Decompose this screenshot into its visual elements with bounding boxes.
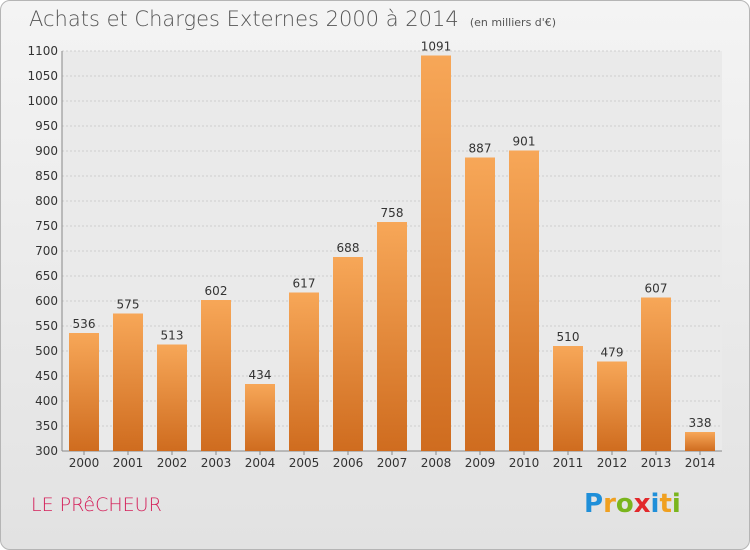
x-tick-label: 2004	[245, 456, 276, 470]
y-tick-label: 1000	[27, 94, 58, 108]
logo-letter: P	[584, 489, 604, 519]
bar-2012	[597, 361, 627, 451]
bar-value-label: 758	[381, 206, 404, 220]
y-tick-label: 750	[35, 219, 58, 233]
y-tick-label: 950	[35, 119, 58, 133]
bar-value-label: 479	[601, 346, 624, 360]
bar-value-label: 602	[205, 284, 228, 298]
bar-2010	[509, 150, 539, 451]
y-tick-label: 1100	[27, 44, 58, 58]
bar-value-label: 575	[117, 298, 140, 312]
proxiti-logo: Proxiti	[584, 489, 681, 519]
bar-value-label: 688	[337, 241, 360, 255]
x-tick-label: 2013	[641, 456, 672, 470]
x-tick-label: 2014	[685, 456, 716, 470]
x-tick-label: 2002	[157, 456, 188, 470]
y-tick-label: 450	[35, 369, 58, 383]
logo-letter: i	[671, 489, 681, 519]
logo-letter: r	[603, 489, 616, 519]
bar-value-label: 513	[161, 329, 184, 343]
x-tick-label: 2012	[597, 456, 628, 470]
y-tick-label: 900	[35, 144, 58, 158]
x-tick-label: 2005	[289, 456, 320, 470]
x-tick-label: 2001	[113, 456, 144, 470]
logo-letter: x	[633, 489, 651, 519]
y-tick-label: 500	[35, 344, 58, 358]
x-tick-label: 2006	[333, 456, 364, 470]
commune-name: LE PRêCHEUR	[31, 494, 162, 516]
bar-value-label: 617	[293, 277, 316, 291]
y-tick-label: 650	[35, 269, 58, 283]
bar-2006	[333, 257, 363, 451]
bar-2014	[685, 432, 715, 451]
y-tick-label: 700	[35, 244, 58, 258]
bar-2004	[245, 384, 275, 451]
bar-value-label: 510	[557, 330, 580, 344]
y-tick-label: 300	[35, 444, 58, 458]
bar-2003	[201, 300, 231, 451]
x-tick-label: 2008	[421, 456, 452, 470]
logo-letter: t	[659, 489, 672, 519]
bar-value-label: 338	[689, 416, 712, 430]
bar-2005	[289, 292, 319, 451]
chart-title-block: Achats et Charges Externes 2000 à 2014 (…	[29, 7, 556, 31]
y-tick-label: 1050	[27, 69, 58, 83]
bar-2001	[113, 313, 143, 451]
y-tick-label: 550	[35, 319, 58, 333]
y-tick-label: 350	[35, 419, 58, 433]
x-tick-label: 2010	[509, 456, 540, 470]
bar-2011	[553, 346, 583, 451]
bar-2013	[641, 297, 671, 451]
bar-value-label: 1091	[421, 40, 452, 54]
bar-value-label: 887	[469, 142, 492, 156]
bar-2000	[69, 333, 99, 451]
bar-value-label: 901	[513, 135, 536, 149]
chart-title: Achats et Charges Externes 2000 à 2014	[29, 7, 459, 31]
y-tick-label: 850	[35, 169, 58, 183]
x-tick-label: 2007	[377, 456, 408, 470]
x-tick-label: 2003	[201, 456, 232, 470]
x-tick-label: 2009	[465, 456, 496, 470]
chart-subtitle: (en milliers d'€)	[469, 16, 557, 29]
y-tick-label: 800	[35, 194, 58, 208]
y-tick-label: 400	[35, 394, 58, 408]
x-tick-label: 2011	[553, 456, 584, 470]
logo-letter: i	[650, 489, 660, 519]
bar-2002	[157, 344, 187, 451]
bar-2009	[465, 157, 495, 451]
bar-value-label: 434	[249, 368, 272, 382]
y-tick-label: 600	[35, 294, 58, 308]
bar-2008	[421, 55, 451, 451]
bar-value-label: 536	[73, 317, 96, 331]
x-tick-label: 2000	[69, 456, 100, 470]
logo-letter: o	[615, 489, 634, 519]
bar-2007	[377, 222, 407, 451]
bar-value-label: 607	[645, 282, 668, 296]
